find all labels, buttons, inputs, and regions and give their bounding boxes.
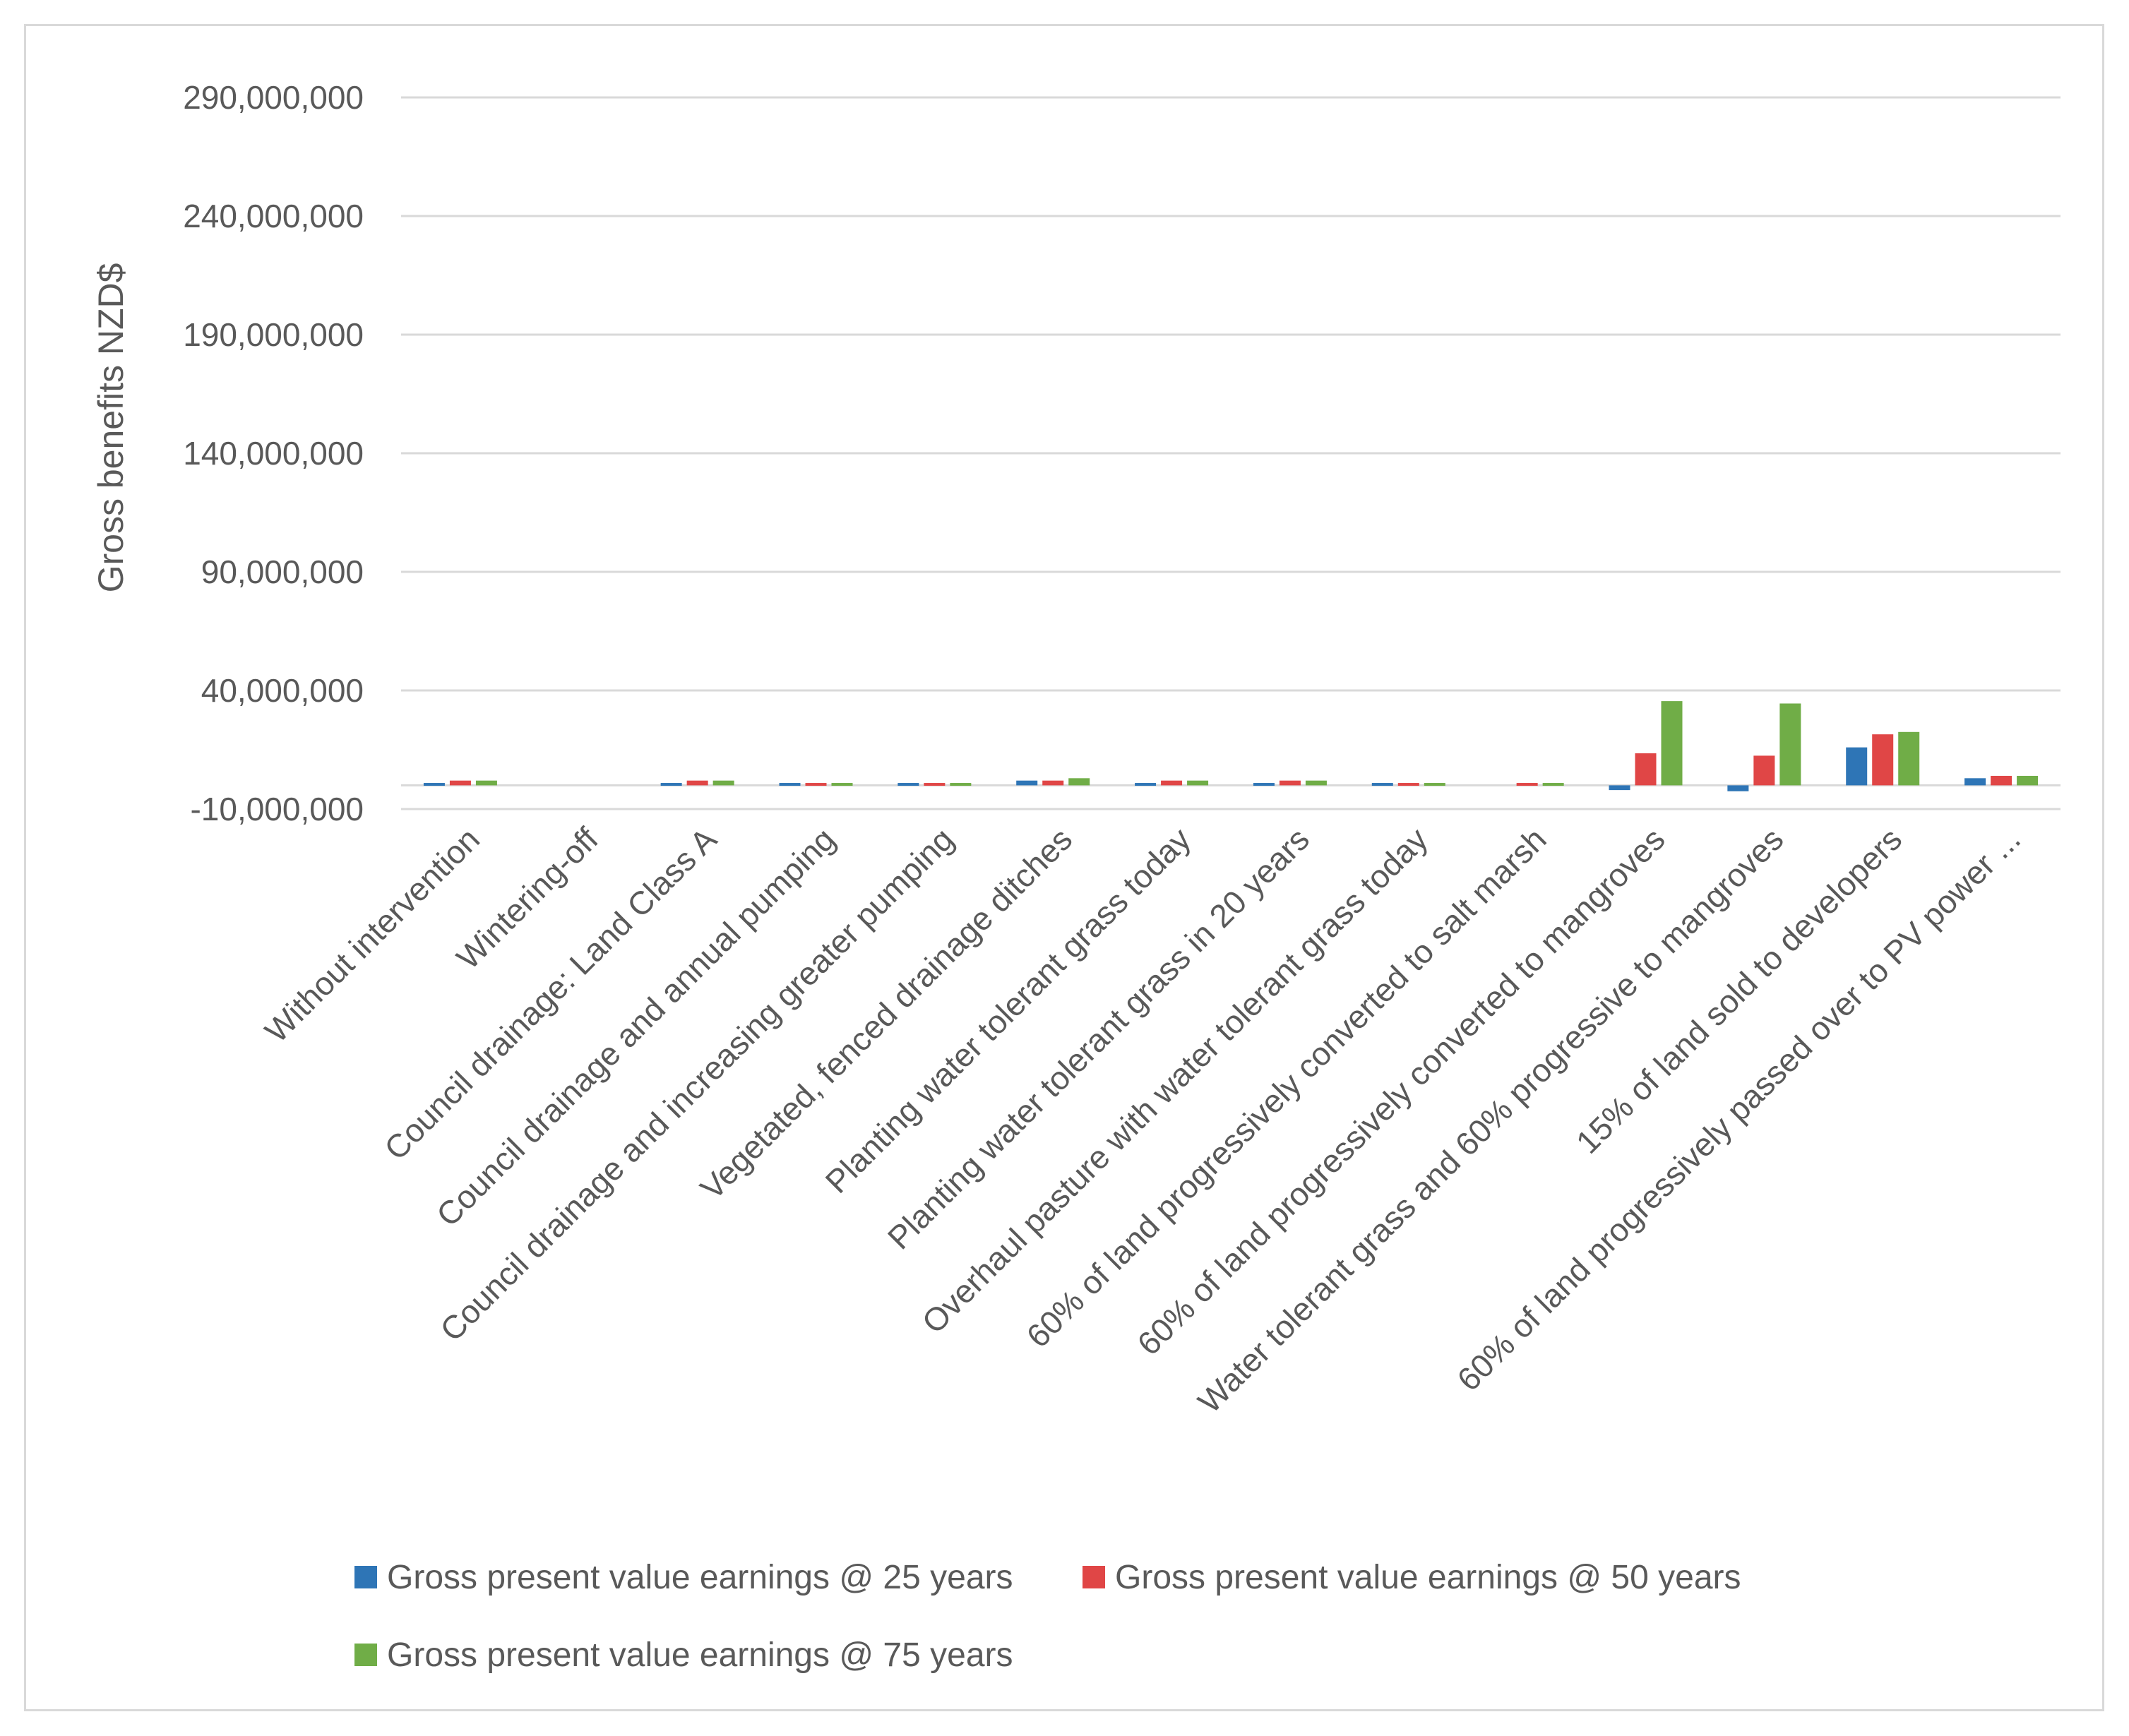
bar-series1-5 bbox=[897, 783, 919, 786]
bar-series2-7 bbox=[1161, 780, 1183, 786]
bar-series1-7 bbox=[1135, 783, 1157, 786]
legend-swatch bbox=[354, 1644, 377, 1666]
y-tick-label: 90,000,000 bbox=[201, 553, 364, 590]
bar-series2-6 bbox=[1042, 780, 1064, 786]
legend-swatch bbox=[1083, 1566, 1105, 1588]
bar-series3-14 bbox=[2017, 775, 2039, 786]
bar-series2-8 bbox=[1279, 780, 1301, 786]
x-tick-label: Water tolerant grass and 60% progressive… bbox=[1191, 820, 1790, 1420]
bar-series2-3 bbox=[686, 780, 708, 786]
bar-series1-3 bbox=[660, 783, 682, 786]
bar-series3-6 bbox=[1068, 778, 1090, 786]
x-axis-category-labels: Without interventionWintering-offCouncil… bbox=[258, 820, 2027, 1420]
x-tick-label: Without intervention bbox=[258, 820, 487, 1049]
y-axis-title: Gross benefits NZD$ bbox=[91, 263, 131, 593]
y-tick-label: 140,000,000 bbox=[183, 435, 364, 472]
bar-series3-12 bbox=[1779, 703, 1801, 786]
legend: Gross present value earnings @ 25 years G… bbox=[354, 1559, 1741, 1674]
bar-series3-13 bbox=[1898, 731, 1920, 786]
bar-series2-9 bbox=[1397, 783, 1419, 786]
bar-series3-9 bbox=[1424, 783, 1445, 786]
bar-series bbox=[423, 701, 2039, 791]
bar-series1-11 bbox=[1609, 785, 1630, 791]
bar-series1-8 bbox=[1253, 783, 1275, 786]
y-tick-label: 40,000,000 bbox=[201, 672, 364, 709]
y-tick-label: -10,000,000 bbox=[190, 791, 364, 827]
bar-series3-8 bbox=[1305, 780, 1327, 786]
bar-series1-14 bbox=[1964, 778, 1986, 786]
bar-series3-1 bbox=[475, 780, 497, 786]
bar-series1-1 bbox=[423, 783, 445, 786]
gridlines bbox=[401, 96, 2061, 810]
bar-series2-5 bbox=[924, 783, 946, 786]
bar-series2-11 bbox=[1635, 753, 1657, 786]
bar-series2-10 bbox=[1516, 783, 1538, 786]
legend-swatch bbox=[354, 1566, 377, 1588]
bar-series2-4 bbox=[805, 783, 827, 786]
legend-label: Gross present value earnings @ 75 years bbox=[387, 1636, 1013, 1674]
legend-label: Gross present value earnings @ 25 years bbox=[387, 1559, 1013, 1596]
bar-series3-10 bbox=[1542, 783, 1564, 786]
bar-series3-5 bbox=[950, 783, 972, 786]
bar-series2-13 bbox=[1872, 734, 1894, 786]
bar-series1-4 bbox=[779, 783, 801, 786]
y-tick-label: 240,000,000 bbox=[183, 198, 364, 234]
y-tick-label: 290,000,000 bbox=[183, 79, 364, 116]
bar-series1-12 bbox=[1727, 785, 1749, 791]
legend-label: Gross present value earnings @ 50 years bbox=[1115, 1559, 1741, 1596]
y-tick-label: 190,000,000 bbox=[183, 316, 364, 353]
chart-frame bbox=[24, 24, 2104, 1711]
y-axis-ticks: -10,000,000 40,000,000 90,000,000 140,000,0… bbox=[183, 79, 364, 827]
bar-series3-4 bbox=[831, 783, 853, 786]
bar-series3-7 bbox=[1187, 780, 1209, 786]
x-tick-label: 60% of land progressively passed over to… bbox=[1450, 820, 2027, 1398]
bar-series2-1 bbox=[449, 780, 471, 786]
bar-series2-14 bbox=[1991, 775, 2012, 786]
bar-series1-9 bbox=[1371, 783, 1393, 786]
bar-series1-6 bbox=[1016, 780, 1038, 786]
bar-series3-11 bbox=[1661, 701, 1683, 786]
bar-series2-12 bbox=[1753, 755, 1775, 786]
bar-series1-13 bbox=[1846, 747, 1868, 786]
x-tick-label: Planting water tolerant grass in 20 year… bbox=[881, 820, 1316, 1256]
bar-series3-3 bbox=[712, 780, 734, 786]
